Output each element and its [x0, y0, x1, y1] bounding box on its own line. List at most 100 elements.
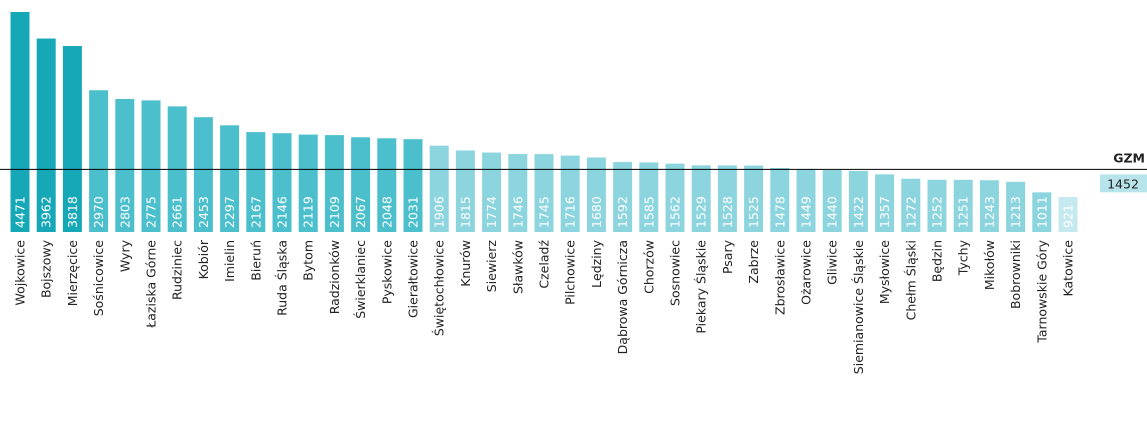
category-label: Bytom [301, 240, 316, 281]
bar [298, 134, 318, 232]
value-label: 2803 [117, 196, 132, 228]
bar [875, 174, 895, 232]
category-label: Psary [720, 239, 735, 274]
category-label: Wojkowice [13, 240, 28, 306]
category-label: Pyskowice [379, 240, 394, 304]
category-label: Mierzęcice [65, 240, 80, 307]
category-label: Lędziny [589, 239, 604, 288]
value-label: 2297 [222, 196, 237, 228]
value-label: 1529 [694, 196, 709, 228]
bar [1058, 197, 1078, 232]
bar [1032, 192, 1052, 232]
value-label: 1680 [589, 196, 604, 228]
bar [665, 163, 685, 232]
value-label: 1525 [746, 196, 761, 228]
reference-name: GZM [1113, 150, 1145, 165]
category-label: Mikołów [982, 240, 997, 290]
category-label: Knurów [458, 240, 473, 287]
category-label: Zbrosławice [772, 240, 787, 315]
bar [534, 154, 554, 232]
value-label: 1774 [484, 196, 499, 228]
value-label: 2048 [379, 196, 394, 228]
value-label: 2109 [327, 196, 342, 228]
category-label: Katowice [1061, 240, 1076, 297]
category-label: Sosnowiec [668, 240, 683, 306]
value-label: 921 [1061, 204, 1076, 228]
value-label: 1272 [903, 196, 918, 228]
value-label: 1562 [668, 196, 683, 228]
bar [717, 165, 737, 232]
category-label: Radzionków [327, 240, 342, 314]
bar [10, 12, 30, 232]
bar [953, 179, 973, 232]
category-label: Łaziska Górne [144, 240, 159, 329]
value-label: 1357 [877, 196, 892, 228]
category-label: Bojszowy [39, 239, 54, 298]
bar [560, 155, 580, 232]
value-label: 1745 [537, 196, 552, 228]
category-label: Gliwice [825, 240, 840, 285]
bar [272, 133, 292, 232]
bar [193, 117, 213, 232]
value-label: 2067 [353, 196, 368, 228]
value-label: 1746 [510, 196, 525, 228]
bar [901, 178, 921, 232]
value-label: 1243 [982, 196, 997, 228]
bar [796, 169, 816, 232]
value-label: 2119 [301, 196, 316, 228]
category-label: Sławków [510, 240, 525, 294]
value-label: 1528 [720, 196, 735, 228]
bar [455, 150, 475, 232]
bar [744, 165, 764, 232]
bar [220, 125, 240, 232]
category-label: Chorzów [641, 240, 656, 294]
value-label: 1585 [641, 196, 656, 228]
category-label: Będzin [930, 240, 945, 282]
value-label: 1449 [799, 196, 814, 228]
bar [482, 152, 502, 232]
value-label: 2775 [144, 196, 159, 228]
category-label: Chełm Śląski [903, 240, 918, 320]
bar [639, 162, 659, 232]
bar [586, 157, 606, 232]
bar [324, 135, 344, 232]
category-label: Bieruń [248, 240, 263, 281]
bar [115, 98, 135, 232]
value-label: 1422 [851, 196, 866, 228]
category-label: Zabrze [746, 240, 761, 284]
reference-value: 1452 [1107, 176, 1139, 191]
value-label: 3818 [65, 196, 80, 228]
bar [508, 154, 528, 232]
category-label: Tychy [956, 239, 971, 276]
bar [979, 180, 999, 232]
value-label: 2453 [196, 196, 211, 228]
category-label: Ożarowice [799, 240, 814, 305]
bar [62, 46, 82, 232]
category-label: Rudziniec [170, 240, 185, 300]
category-label: Tarnowskie Góry [1034, 239, 1049, 343]
category-label: Mysłowice [877, 240, 892, 304]
value-label: 1478 [772, 196, 787, 228]
bar [36, 38, 56, 233]
bar [848, 170, 868, 232]
category-label: Kobiór [196, 239, 211, 279]
category-label: Świętochłowice [432, 240, 447, 336]
bar [770, 167, 790, 232]
category-label: Siemianowice Śląskie [851, 240, 866, 375]
bar [927, 179, 947, 232]
value-label: 1252 [930, 196, 945, 228]
reference-box [1100, 174, 1147, 193]
category-label: Pilchowice [563, 240, 578, 305]
bar [429, 145, 449, 232]
value-label: 2146 [275, 196, 290, 228]
category-label: Imielin [222, 240, 237, 282]
bar [1006, 181, 1026, 232]
bar [613, 162, 633, 232]
category-label: Siewierz [484, 240, 499, 293]
category-label: Świerklaniec [353, 240, 368, 319]
value-label: 3962 [39, 196, 54, 228]
bar [403, 139, 423, 232]
category-label: Bobrowniki [1008, 240, 1023, 309]
category-label: Wyry [117, 239, 132, 272]
